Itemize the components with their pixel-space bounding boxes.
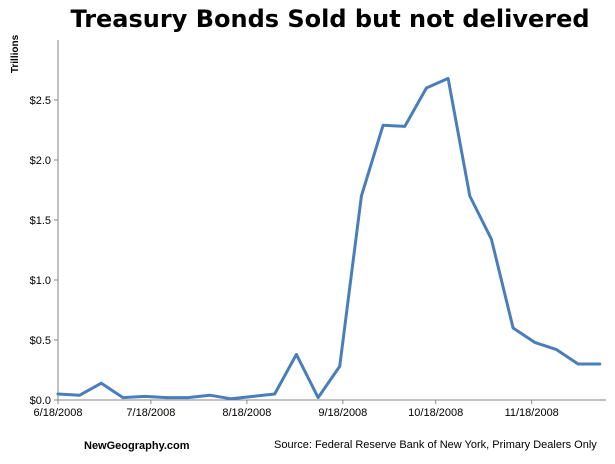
plot-area: $0.0 $0.5 $1.0 $1.5 $2.0 $2.5 6/18/2008 7/18/20… xyxy=(30,40,606,419)
y-tick-label: $0.5 xyxy=(30,335,51,347)
y-tick-label: $2.0 xyxy=(30,155,51,167)
x-tick-label: 10/18/2008 xyxy=(408,407,463,419)
x-tick-label: 11/18/2008 xyxy=(505,407,559,419)
y-tick-label: $1.0 xyxy=(30,275,51,287)
x-tick-label: 9/18/2008 xyxy=(318,407,367,419)
x-tick-label: 7/18/2008 xyxy=(126,407,175,419)
y-tick-label: $0.0 xyxy=(30,395,51,407)
x-tick-label: 8/18/2008 xyxy=(222,407,271,419)
site-credit: NewGeography.com xyxy=(84,440,190,452)
y-tick-label: $1.5 xyxy=(30,215,51,227)
y-tick-label: $2.5 xyxy=(30,95,51,107)
chart-title: Treasury Bonds Sold but not delivered xyxy=(70,5,589,33)
y-axis-label: Trillions xyxy=(10,34,21,73)
series-line xyxy=(56,76,602,401)
x-tick-label: 6/18/2008 xyxy=(34,407,83,419)
source-note: Source: Federal Reserve Bank of New York… xyxy=(274,439,597,451)
